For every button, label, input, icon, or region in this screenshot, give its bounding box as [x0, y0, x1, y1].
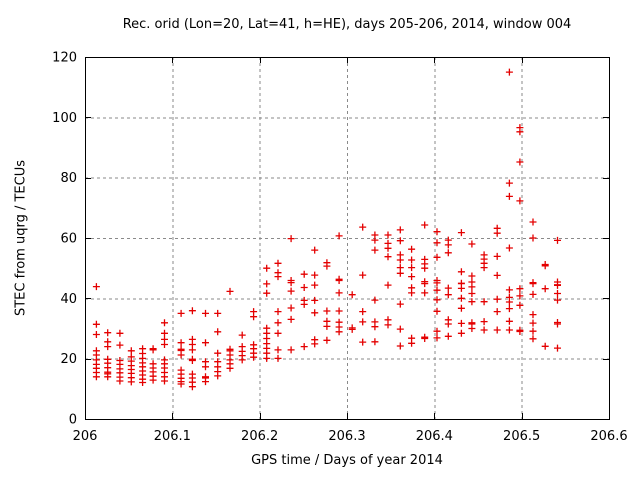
- x-tick-label: 206.4: [416, 429, 453, 444]
- y-tick-label: 80: [60, 171, 77, 186]
- x-tick-label: 206.2: [241, 429, 278, 444]
- scatter-points: [92, 68, 561, 391]
- y-tick-label: 40: [60, 292, 77, 307]
- chart-title: Rec. orid (Lon=20, Lat=41, h=HE), days 2…: [122, 17, 572, 32]
- x-tick-label: 206.1: [154, 429, 191, 444]
- y-axis-label: STEC from uqrg / TECUs: [13, 159, 29, 317]
- y-tick-label: 20: [60, 352, 77, 367]
- x-axis-label: GPS time / Days of year 2014: [251, 453, 443, 468]
- y-tick-label: 100: [52, 111, 77, 126]
- y-tick-label: 0: [69, 413, 77, 428]
- x-tick-label: 206: [73, 429, 98, 444]
- x-tick-label: 206.3: [328, 429, 365, 444]
- x-tick-label: 206.6: [590, 429, 627, 444]
- y-tick-label: 60: [60, 232, 77, 247]
- y-tick-label: 120: [52, 51, 77, 66]
- x-tick-label: 206.5: [503, 429, 540, 444]
